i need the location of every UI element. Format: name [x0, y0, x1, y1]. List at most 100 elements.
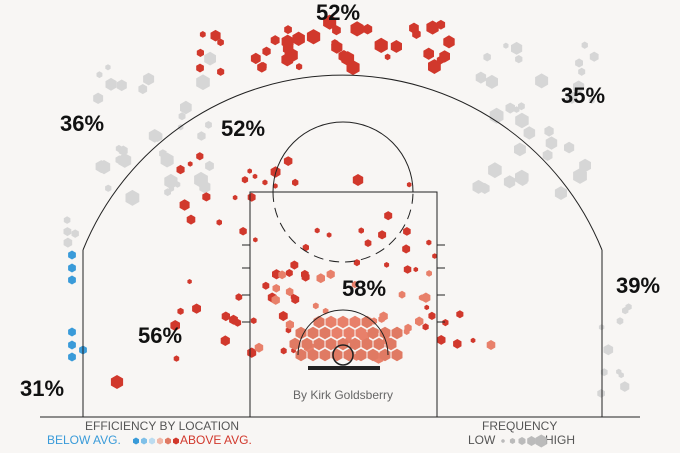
- hex: [424, 304, 430, 311]
- hex: [578, 67, 586, 76]
- hex: [316, 273, 325, 284]
- hex: [544, 125, 554, 137]
- hex: [428, 311, 436, 320]
- hex: [196, 63, 204, 73]
- hex: [110, 375, 124, 389]
- restricted-area: [297, 309, 389, 356]
- hex: [271, 295, 280, 305]
- hex: [283, 156, 293, 166]
- hex: [216, 219, 222, 226]
- hex: [384, 262, 390, 268]
- free-throw-circle-dashed: [272, 191, 414, 263]
- hex: [170, 320, 180, 332]
- hex: [603, 344, 614, 356]
- hex: [391, 326, 403, 340]
- hex: [331, 40, 343, 54]
- hex: [164, 188, 171, 197]
- hex: [141, 437, 147, 445]
- hex: [68, 275, 76, 285]
- hex: [363, 23, 373, 35]
- hex: [523, 126, 536, 140]
- hex: [470, 337, 476, 344]
- hex: [68, 263, 76, 273]
- hex: [217, 67, 225, 76]
- legend-swatches: [133, 434, 547, 448]
- hex: [285, 287, 294, 297]
- hex: [373, 337, 385, 351]
- hex: [307, 348, 319, 362]
- hex: [573, 168, 587, 184]
- hex: [515, 112, 529, 129]
- hex: [313, 337, 325, 351]
- hex: [337, 337, 349, 351]
- hex: [545, 136, 558, 150]
- zone-label: 52%: [221, 116, 265, 141]
- hex: [217, 38, 224, 47]
- legend-high: HIGH: [545, 433, 575, 447]
- hex: [374, 37, 388, 53]
- hex: [579, 158, 591, 173]
- hex: [63, 237, 73, 248]
- hex: [403, 328, 410, 335]
- hex: [157, 437, 163, 445]
- hex: [475, 71, 487, 84]
- hex: [437, 335, 446, 345]
- hex: [152, 130, 163, 142]
- hex: [343, 326, 355, 340]
- free-throw-circle: [272, 121, 414, 193]
- hex: [307, 326, 319, 340]
- hex: [241, 176, 249, 184]
- hex: [483, 52, 491, 62]
- hex: [355, 348, 367, 362]
- hex: [270, 35, 280, 46]
- legend-low: LOW: [468, 433, 496, 447]
- hex: [402, 244, 411, 254]
- hex: [361, 315, 373, 329]
- hex: [301, 272, 310, 282]
- hex: [384, 53, 391, 61]
- hex: [326, 232, 332, 238]
- hex: [187, 161, 193, 167]
- hex: [415, 316, 424, 327]
- hex: [616, 317, 624, 325]
- hex: [341, 51, 355, 66]
- hex: [197, 131, 206, 141]
- hex: [278, 270, 286, 280]
- three-point-arc: [82, 74, 603, 251]
- hex: [436, 19, 446, 30]
- hex: [518, 437, 526, 445]
- hex: [221, 311, 230, 322]
- hex: [331, 326, 343, 340]
- hex: [192, 303, 201, 314]
- hex: [281, 34, 294, 49]
- hex: [409, 22, 419, 34]
- legend-above: ABOVE AVG.: [180, 433, 252, 447]
- hex: [453, 339, 462, 349]
- hex: [273, 183, 278, 189]
- hex: [63, 227, 72, 237]
- hex: [472, 179, 485, 194]
- hex: [597, 389, 605, 398]
- hex: [306, 29, 321, 45]
- hex: [391, 348, 403, 362]
- hex: [178, 112, 186, 121]
- hex: [503, 175, 516, 189]
- hex: [625, 303, 632, 311]
- zone-label: 31%: [20, 376, 64, 401]
- hex: [403, 227, 411, 236]
- hex: [173, 355, 180, 362]
- hex: [253, 237, 258, 243]
- hex: [173, 437, 179, 445]
- hex: [160, 152, 174, 168]
- hex: [361, 337, 373, 351]
- hex: [105, 64, 111, 71]
- hex: [436, 55, 445, 65]
- hex: [509, 438, 516, 444]
- hex: [199, 180, 211, 194]
- hex: [68, 250, 76, 260]
- hex: [325, 315, 337, 329]
- hex: [325, 337, 337, 351]
- hex: [68, 340, 76, 350]
- hex: [332, 25, 341, 36]
